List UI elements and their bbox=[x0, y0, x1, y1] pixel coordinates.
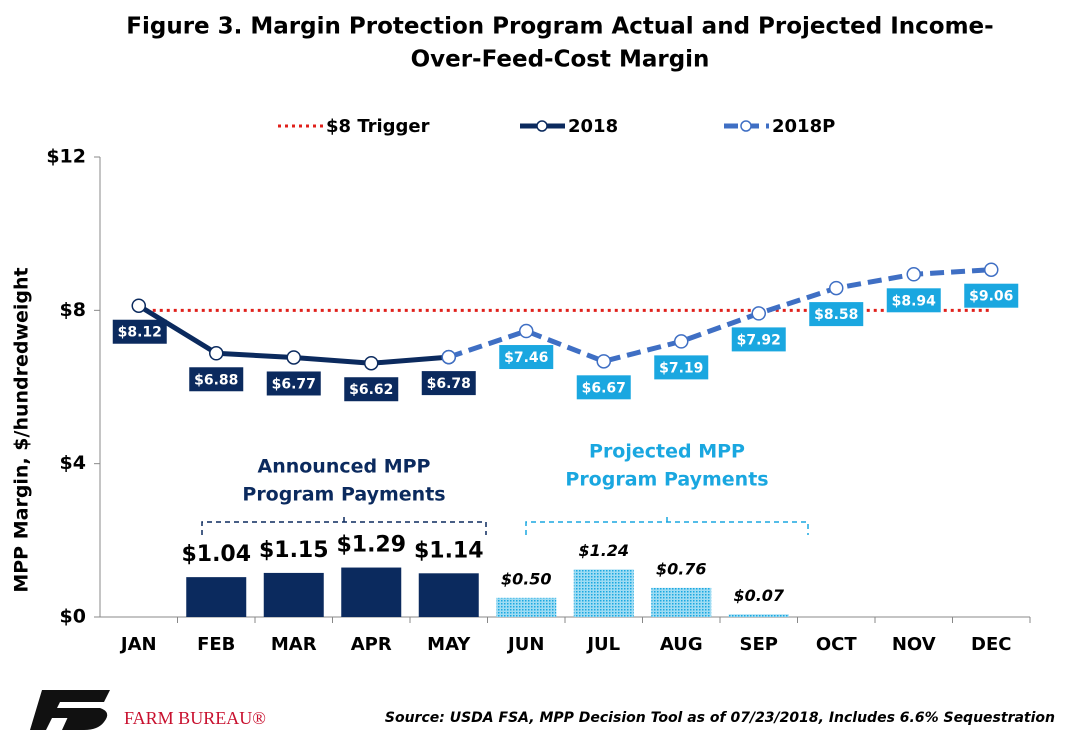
value-label-box bbox=[499, 345, 554, 370]
value-label-box bbox=[731, 327, 786, 352]
x-tick-label: APR bbox=[351, 634, 392, 655]
marker bbox=[596, 354, 611, 369]
marker bbox=[519, 323, 534, 339]
x-tick-label: DEC bbox=[971, 634, 1011, 655]
bar bbox=[728, 614, 789, 617]
chart-title: Figure 3. Margin Protection Program Actu… bbox=[126, 14, 993, 40]
bar-value-label: $1.29 bbox=[336, 533, 406, 558]
value-label: $7.46 bbox=[504, 350, 548, 366]
value-label: $6.88 bbox=[194, 372, 238, 388]
annotation: Program Payments bbox=[565, 469, 768, 491]
value-label-box bbox=[576, 375, 631, 400]
value-label: $6.62 bbox=[349, 382, 393, 398]
value-label: $6.67 bbox=[582, 380, 626, 396]
y-axis-label: MPP Margin, $/hundredweight bbox=[11, 267, 33, 592]
value-label-box bbox=[112, 319, 167, 344]
value-label: $6.78 bbox=[427, 376, 471, 392]
x-tick-label: JUN bbox=[506, 634, 544, 655]
value-label: $8.94 bbox=[892, 293, 937, 309]
annotation: Projected MPP bbox=[589, 441, 745, 463]
marker bbox=[441, 349, 456, 365]
y-tick-label: $8 bbox=[60, 299, 86, 321]
marker bbox=[674, 334, 689, 349]
bar-value-label: $0.76 bbox=[656, 559, 707, 578]
bar bbox=[341, 567, 402, 617]
value-label: $7.92 bbox=[737, 332, 781, 348]
value-label-box bbox=[344, 377, 399, 402]
value-label-box bbox=[266, 371, 321, 396]
legend-label: 2018 bbox=[568, 116, 618, 137]
value-label: $6.77 bbox=[272, 376, 316, 392]
value-label: $8.58 bbox=[814, 307, 858, 323]
marker bbox=[906, 267, 921, 282]
value-label-box bbox=[964, 283, 1019, 308]
bar bbox=[263, 572, 324, 617]
bar-value-label: $1.24 bbox=[578, 541, 629, 560]
bar-value-label: $0.50 bbox=[501, 569, 552, 588]
x-tick-label: OCT bbox=[816, 634, 858, 655]
source: Source: USDA FSA, MPP Decision Tool as o… bbox=[385, 710, 1055, 726]
value-label-box bbox=[421, 371, 476, 396]
x-tick-label: MAY bbox=[427, 634, 471, 655]
bar-value-label: $1.14 bbox=[414, 538, 484, 563]
marker bbox=[131, 298, 146, 313]
x-tick-label: NOV bbox=[892, 634, 936, 655]
value-label: $8.12 bbox=[118, 325, 162, 341]
y-tick-label: $4 bbox=[60, 452, 86, 474]
x-tick-label: JUL bbox=[585, 634, 620, 655]
bracket bbox=[201, 514, 487, 535]
series-line bbox=[447, 267, 992, 364]
bracket bbox=[525, 514, 809, 535]
y-tick-label: $0 bbox=[60, 606, 86, 628]
bar-value-label: $1.04 bbox=[181, 542, 251, 567]
bar bbox=[186, 577, 247, 617]
x-tick-label: FEB bbox=[197, 634, 235, 655]
bar bbox=[651, 587, 712, 617]
y-tick-label: $12 bbox=[46, 146, 86, 168]
marker bbox=[364, 355, 379, 371]
value-label: $9.06 bbox=[969, 289, 1013, 305]
marker bbox=[751, 306, 766, 321]
marker bbox=[209, 346, 224, 361]
bar-value-label: $1.15 bbox=[259, 538, 329, 563]
annotation: Program Payments bbox=[242, 484, 445, 506]
logo bbox=[30, 690, 110, 730]
value-label-box bbox=[886, 288, 941, 313]
x-tick-label: SEP bbox=[740, 634, 778, 655]
marker bbox=[829, 280, 844, 296]
legend-marker bbox=[536, 120, 548, 132]
bar bbox=[496, 597, 557, 617]
marker bbox=[984, 262, 999, 277]
value-label-box bbox=[189, 367, 244, 392]
legend-label: $8 Trigger bbox=[326, 116, 430, 137]
value-label-box bbox=[654, 355, 709, 380]
legend-label: 2018P bbox=[772, 116, 835, 137]
x-tick-label: MAR bbox=[271, 634, 317, 655]
value-label: $7.19 bbox=[659, 360, 703, 376]
marker bbox=[286, 350, 301, 365]
bar-value-label: $0.07 bbox=[733, 586, 784, 605]
bar bbox=[573, 569, 634, 617]
value-label-box bbox=[809, 302, 864, 327]
bar bbox=[418, 573, 479, 617]
x-tick-label: JAN bbox=[119, 634, 157, 655]
legend-marker bbox=[740, 120, 752, 132]
chart-title: Over-Feed-Cost Margin bbox=[411, 47, 710, 73]
logo-text: FARM BUREAU® bbox=[124, 708, 266, 728]
x-tick-label: AUG bbox=[660, 634, 703, 655]
annotation: Announced MPP bbox=[258, 456, 431, 478]
